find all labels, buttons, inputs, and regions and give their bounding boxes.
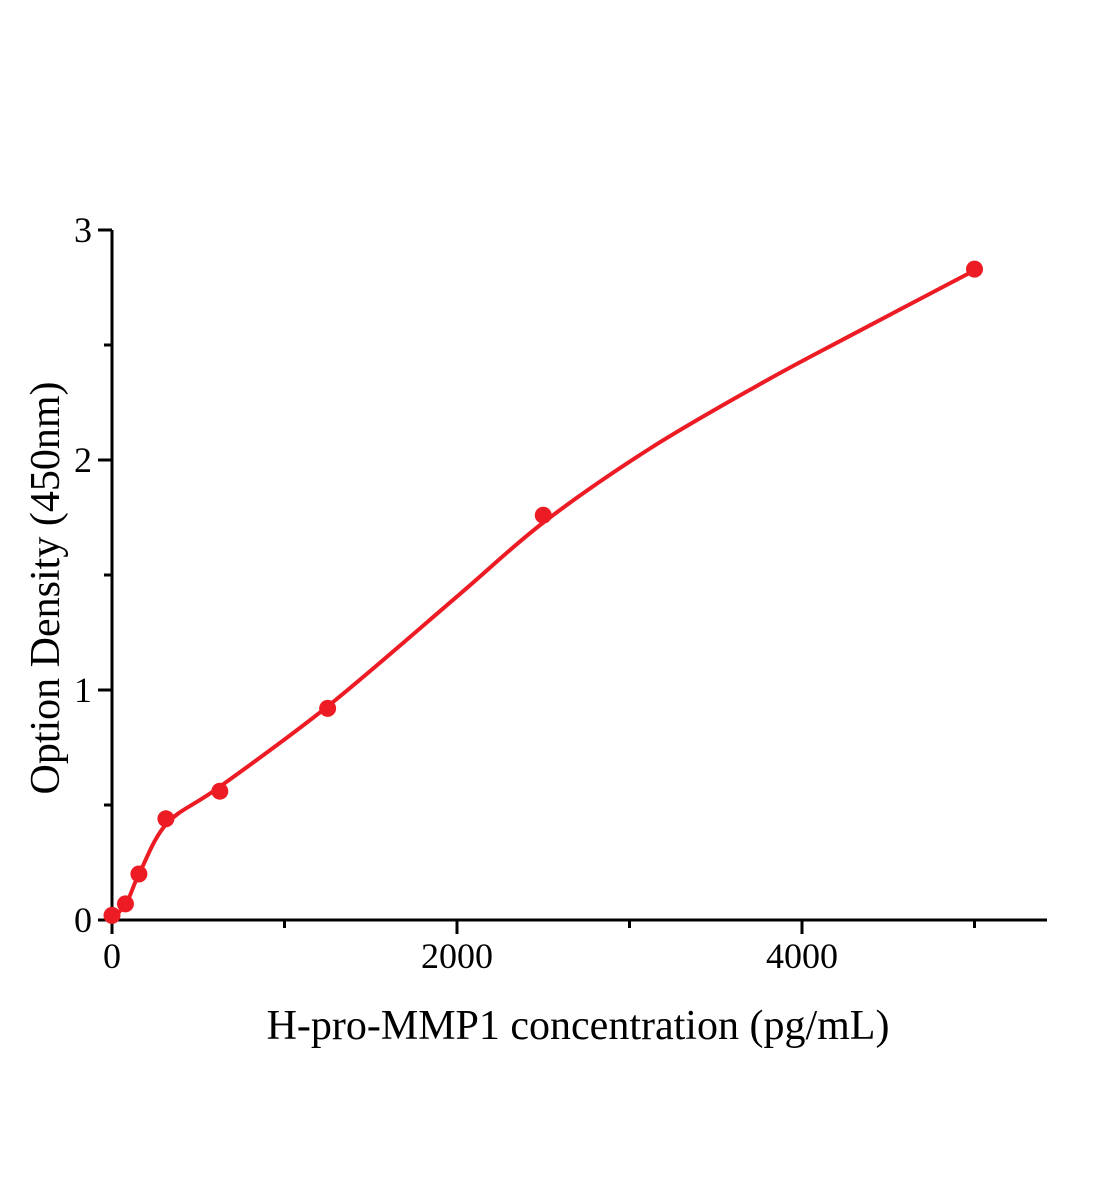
x-tick-label: 0 xyxy=(103,936,121,976)
x-axis-title: H-pro-MMP1 concentration (pg/mL) xyxy=(266,1003,890,1049)
data-point xyxy=(534,506,552,524)
y-tick-label: 0 xyxy=(74,900,92,940)
data-point xyxy=(211,782,229,800)
y-axis-title: Option Density (450nm) xyxy=(23,381,69,795)
y-tick-label: 1 xyxy=(74,670,92,710)
x-tick-label: 2000 xyxy=(421,936,493,976)
data-point xyxy=(966,260,983,278)
fit-curve xyxy=(110,267,979,922)
data-point xyxy=(130,865,148,883)
y-tick-label: 3 xyxy=(74,210,92,250)
data-point xyxy=(157,810,175,828)
y-tick-label: 2 xyxy=(74,440,92,480)
data-point xyxy=(116,895,134,913)
data-point xyxy=(319,699,337,717)
data-point xyxy=(103,906,121,924)
x-tick-label: 4000 xyxy=(766,936,838,976)
